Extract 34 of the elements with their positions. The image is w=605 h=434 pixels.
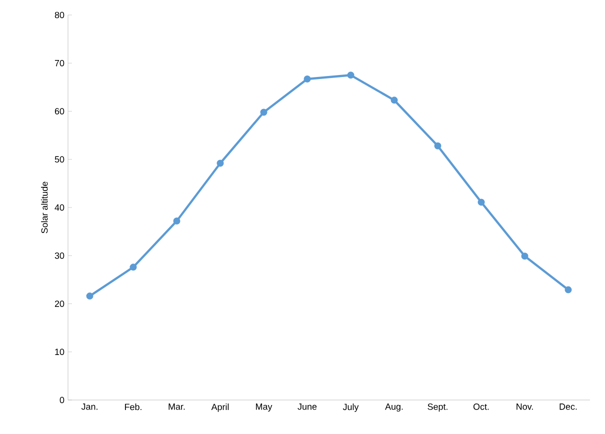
point [434, 142, 442, 150]
point [521, 252, 528, 260]
x-tick-label: April [211, 404, 229, 412]
y-tick-label: 0 [60, 396, 64, 404]
x-tick-label: Feb. [125, 404, 142, 410]
point [173, 217, 180, 224]
point [260, 108, 268, 116]
point [390, 96, 398, 104]
x-tick-label: July [342, 404, 359, 412]
x-tick-label: Sept. [428, 404, 448, 412]
point [216, 160, 224, 167]
point [564, 286, 572, 294]
x-tick-label: Nov. [516, 404, 533, 410]
y-tick-label: 20 [54, 300, 64, 307]
y-axis-title: Solar altitude [41, 182, 48, 234]
y-tick-label: 10 [55, 348, 64, 356]
point [86, 292, 94, 300]
point [478, 198, 485, 206]
y-tick-label: 40 [54, 204, 64, 211]
point [304, 76, 311, 83]
x-tick-label: May [256, 404, 272, 412]
y-tick-label: 60 [54, 108, 64, 114]
x-tick-label: Jan. [81, 404, 98, 410]
y-tick-label: 80 [54, 12, 64, 18]
x-tick-label: Oct. [473, 404, 489, 410]
x-tick-label: Aug. [385, 404, 403, 412]
x-tick-label: Dec. [560, 404, 577, 410]
point [130, 264, 137, 271]
point [347, 72, 354, 79]
y-tick-label: 50 [54, 156, 64, 163]
y-tick-label: 70 [54, 60, 64, 66]
x-tick-label: June [298, 404, 317, 410]
y-tick-label: 30 [54, 252, 64, 259]
x-tick-label: Mar. [168, 404, 185, 410]
